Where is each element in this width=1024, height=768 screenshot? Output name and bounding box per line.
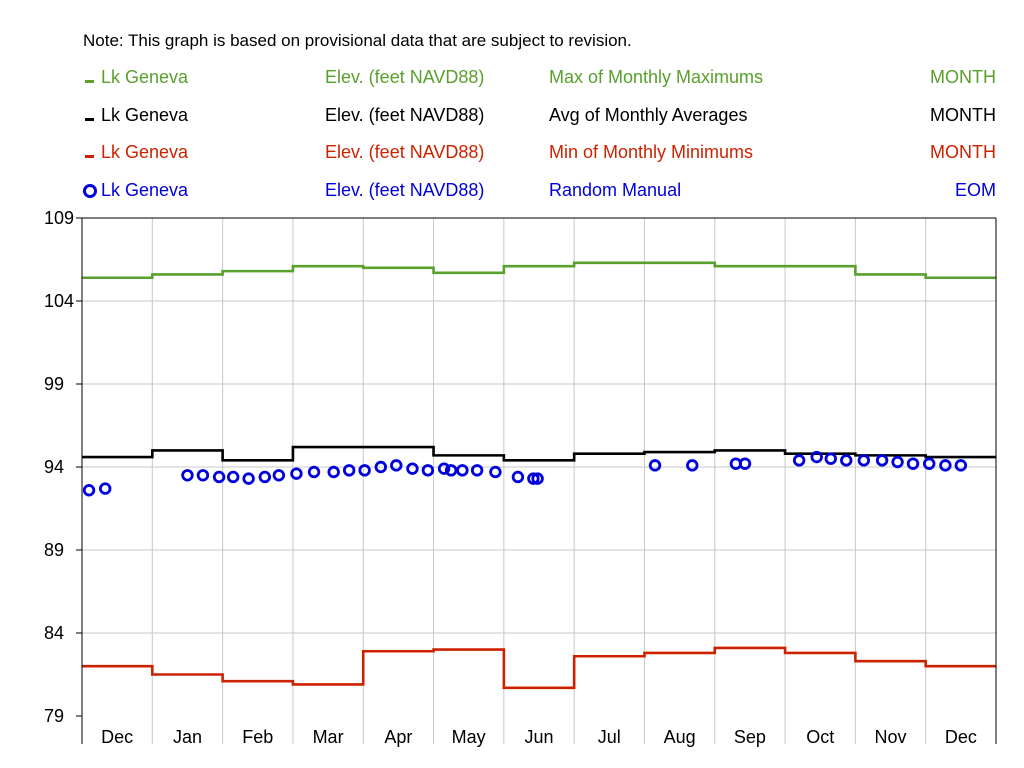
data-point (857, 454, 871, 467)
data-point (421, 464, 435, 477)
legend-site: Lk Geneva (101, 105, 189, 125)
data-point (875, 454, 889, 467)
data-point (923, 457, 936, 470)
legend-entry-min: Lk Geneva Elev. (feet NAVD88) Min of Mon… (0, 142, 1024, 166)
y-tick-label: 104 (44, 291, 74, 311)
legend-line-symbol (85, 105, 94, 126)
x-tick-label: Jan (173, 727, 202, 747)
y-tick-label: 109 (44, 208, 74, 228)
data-point (196, 469, 210, 482)
data-point (840, 454, 853, 467)
x-tick-label: Dec (945, 727, 977, 747)
y-tick-label: 79 (44, 706, 64, 726)
legend-parameter: Elev. (feet NAVD88) (325, 180, 485, 200)
data-point (954, 459, 968, 472)
legend-site: Lk Geneva (101, 142, 189, 162)
series-line-avg-of-monthly-averages (82, 445, 996, 462)
data-point (738, 457, 752, 470)
y-tick-label: 89 (44, 540, 64, 560)
x-tick-label: Feb (242, 727, 273, 747)
x-tick-label: Jul (598, 727, 621, 747)
data-point (456, 464, 469, 477)
data-point (390, 459, 403, 472)
legend-entry-avg: Lk Geneva Elev. (feet NAVD88) Avg of Mon… (0, 105, 1024, 129)
legend-parameter: Elev. (feet NAVD88) (325, 105, 485, 125)
data-point (891, 455, 904, 469)
x-tick-label: Mar (313, 727, 344, 747)
legend-entry-max: Lk Geneva Elev. (feet NAVD88) Max of Mon… (0, 67, 1024, 91)
data-point (444, 464, 458, 477)
legend-parameter: Elev. (feet NAVD88) (325, 142, 485, 162)
y-tick-label: 94 (44, 457, 64, 477)
data-point (470, 464, 484, 477)
legend-interval: MONTH (930, 105, 996, 125)
legend-line-symbol (85, 67, 94, 88)
x-tick-label: Apr (384, 727, 412, 747)
chart-series (82, 261, 996, 690)
data-point (511, 470, 525, 484)
data-point (327, 465, 340, 479)
legend-statistic: Min of Monthly Minimums (549, 142, 754, 162)
data-point (824, 452, 837, 465)
legend-interval: MONTH (930, 67, 996, 87)
y-tick-label: 99 (44, 374, 64, 394)
data-point (358, 464, 371, 477)
x-tick-label: Aug (664, 727, 696, 747)
data-point (686, 459, 699, 472)
data-point (272, 469, 286, 482)
legend-entry-manual: Lk Geneva Elev. (feet NAVD88) Random Man… (0, 180, 1024, 204)
chart-points (82, 450, 968, 497)
data-point (374, 460, 388, 474)
data-point (290, 467, 303, 480)
data-point (792, 454, 806, 467)
x-tick-label: May (452, 727, 486, 747)
data-point (489, 465, 502, 479)
legend-interval: MONTH (930, 142, 996, 162)
data-point (342, 464, 356, 477)
data-point (307, 465, 321, 479)
data-point (242, 472, 255, 485)
legend-site: Lk Geneva (101, 180, 189, 200)
data-point (531, 472, 544, 485)
data-point (906, 457, 920, 470)
data-point (82, 484, 96, 497)
legend-statistic: Max of Monthly Maximums (549, 67, 764, 87)
data-point (810, 450, 823, 464)
x-tick-label: Jun (524, 727, 553, 747)
chart-grid (82, 218, 996, 744)
data-point (258, 470, 272, 484)
data-point (181, 469, 194, 482)
provisional-data-note: Note: This graph is based on provisional… (83, 31, 632, 50)
x-tick-label: Nov (875, 727, 907, 747)
x-tick-label: Dec (101, 727, 133, 747)
data-point (939, 459, 952, 472)
legend-statistic: Random Manual (549, 180, 682, 200)
legend-circle-symbol (83, 180, 97, 203)
series-line-min-of-monthly-minimums (82, 646, 996, 690)
y-tick-label: 84 (44, 623, 64, 643)
x-tick-label: Oct (806, 727, 834, 747)
chart-axes: 109 104 99 94 89 84 79 Dec Jan Feb Mar Apr May Jun Jul… (44, 208, 997, 747)
data-point (226, 470, 240, 484)
series-line-max-of-monthly-maximums (82, 261, 996, 280)
data-point (99, 482, 112, 495)
data-point (212, 470, 226, 484)
data-point (648, 459, 662, 472)
data-point (406, 462, 419, 475)
legend-parameter: Elev. (feet NAVD88) (325, 67, 485, 87)
legend-site: Lk Geneva (101, 67, 189, 87)
legend-line-symbol (85, 142, 94, 163)
data-point (527, 472, 540, 485)
legend-statistic: Avg of Monthly Averages (549, 105, 748, 125)
legend-interval: EOM (954, 180, 996, 200)
data-point (437, 462, 451, 475)
x-tick-label: Sep (734, 727, 766, 747)
